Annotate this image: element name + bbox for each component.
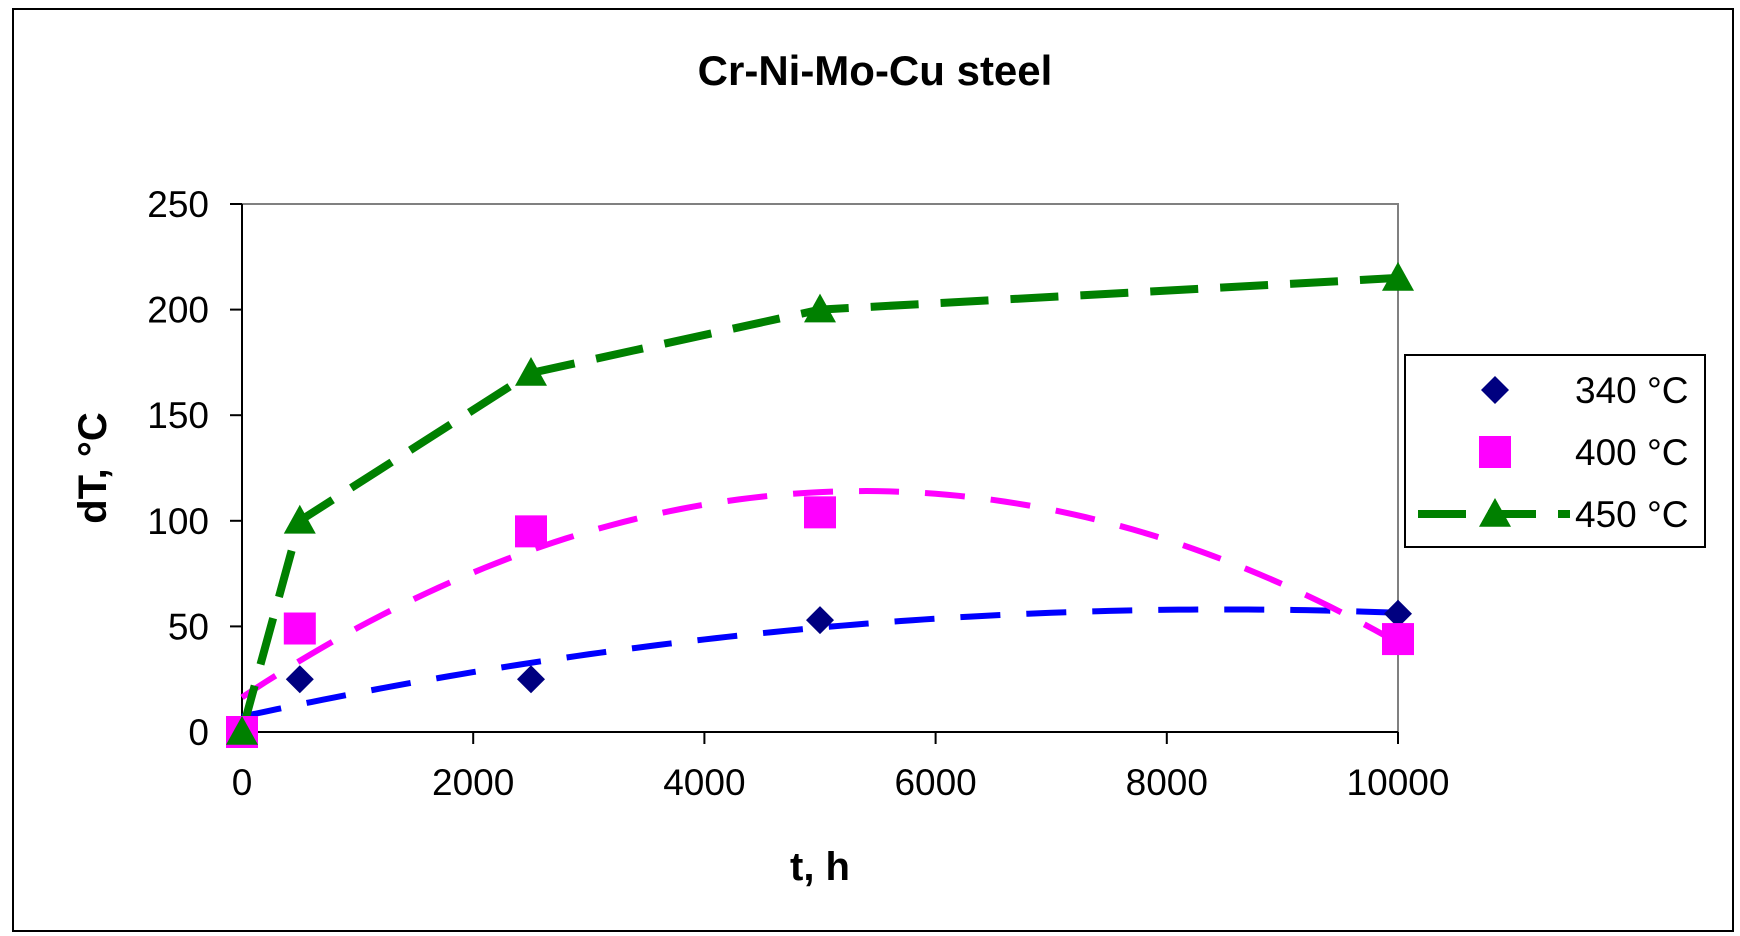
data-point-1-2 [515,515,547,548]
y-tick-label: 250 [147,184,209,225]
x-tick-label: 6000 [894,762,976,803]
legend-label-0: 340 °C [1575,370,1689,411]
x-tick-label: 0 [232,762,253,803]
legend-marker-1 [1479,436,1511,468]
x-tick-label: 8000 [1126,762,1208,803]
legend: 340 °C 400 °C 450 °C [1404,354,1706,548]
y-tick-label: 150 [147,395,209,436]
chart-title: Cr-Ni-Mo-Cu steel [698,47,1053,94]
y-tick-label: 0 [188,712,209,753]
legend-marker-2 [1479,498,1511,527]
data-point-0-2 [517,665,545,694]
x-tick-label: 4000 [663,762,745,803]
data-point-0-3 [806,606,834,635]
x-axis-label: t, h [790,845,850,889]
plot-area [241,203,1399,733]
trend-line-1 [240,488,1400,700]
data-point-2-3 [804,293,836,323]
legend-label-2: 450 °C [1575,494,1689,535]
y-axis-label: dT, °C [71,412,115,524]
legend-marker-0 [1481,376,1509,404]
data-point-0-4 [1384,599,1412,628]
data-point-1-4 [1382,623,1414,656]
x-tick-label: 10000 [1347,762,1450,803]
y-tick-label: 200 [147,290,209,331]
data-point-2-2 [515,356,547,386]
legend-label-1: 400 °C [1575,432,1689,473]
x-axis: 0 2000 4000 6000 8000 10000 [232,731,1450,803]
data-point-1-3 [804,496,836,529]
data-point-0-1 [285,665,314,694]
x-tick-label: 2000 [432,762,514,803]
data-point-2-1 [283,504,316,534]
data-markers [226,261,1414,748]
data-point-1-1 [283,612,316,645]
y-axis: 0 50 100 150 200 250 [147,184,243,753]
data-point-2-4 [1382,261,1414,291]
data-point-2-0 [226,716,258,745]
y-tick-label: 50 [168,606,209,647]
y-tick-label: 100 [147,501,209,542]
